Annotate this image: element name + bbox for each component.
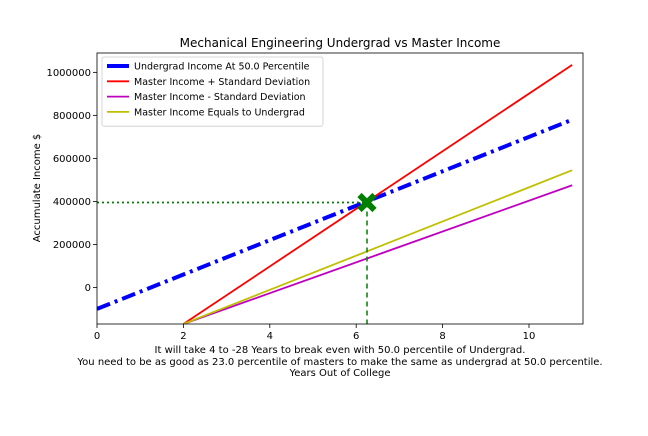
intersection-marker bbox=[357, 192, 377, 213]
x-tick-label: 2 bbox=[180, 331, 186, 342]
x-tick-label: 0 bbox=[94, 331, 100, 342]
legend-label-2: Master Income + Standard Deviation bbox=[134, 77, 310, 88]
x-axis-label-line-3: Years Out of College bbox=[289, 368, 391, 379]
plot-layer bbox=[97, 64, 573, 324]
series-line-4 bbox=[183, 169, 573, 324]
legend-label-3: Master Income - Standard Deviation bbox=[134, 92, 306, 103]
x-axis-label-line-1: It will take 4 to -28 Years to break eve… bbox=[155, 345, 526, 356]
legend-label-4: Master Income Equals to Undergrad bbox=[134, 107, 305, 118]
chart-title: Mechanical Engineering Undergrad vs Mast… bbox=[180, 36, 501, 50]
legend: Undergrad Income At 50.0 Percentile Maste… bbox=[101, 56, 324, 127]
x-tick-label: 6 bbox=[353, 331, 359, 342]
y-axis-label: Accumulate Income $ bbox=[32, 134, 43, 243]
y-tick-label: 400000 bbox=[53, 197, 91, 208]
x-tick-label: 10 bbox=[523, 331, 536, 342]
y-tick-label: 800000 bbox=[53, 111, 91, 122]
x-tick-label: 4 bbox=[267, 331, 273, 342]
plot-frame bbox=[96, 52, 584, 325]
y-tick-label: 200000 bbox=[53, 240, 91, 251]
y-tick-label: 600000 bbox=[53, 154, 91, 165]
x-axis-label-line-2: You need to be as good as 23.0 percentil… bbox=[76, 357, 602, 368]
intersection-marker-stroke-b bbox=[357, 192, 377, 213]
y-tick-label: 0 bbox=[85, 283, 91, 294]
legend-label-1: Undergrad Income At 50.0 Percentile bbox=[134, 62, 310, 73]
series-line-3 bbox=[183, 184, 573, 324]
series-line-1 bbox=[97, 117, 573, 311]
series-line-2 bbox=[182, 64, 573, 324]
y-tick-label: 1000000 bbox=[46, 68, 91, 79]
x-tick-label: 8 bbox=[439, 331, 445, 342]
axes-layer: 0 2 4 6 8 10 0 200000 400000 600000 800000 1000000 bbox=[46, 52, 584, 342]
legend-box bbox=[101, 56, 324, 127]
